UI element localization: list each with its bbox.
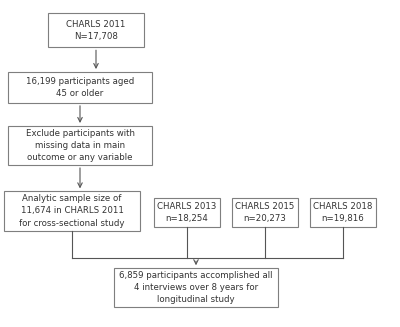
Text: 16,199 participants aged
45 or older: 16,199 participants aged 45 or older: [26, 77, 134, 98]
Text: CHARLS 2018
n=19,816: CHARLS 2018 n=19,816: [313, 202, 373, 223]
FancyBboxPatch shape: [114, 268, 278, 307]
Text: CHARLS 2013
n=18,254: CHARLS 2013 n=18,254: [157, 202, 217, 223]
FancyBboxPatch shape: [4, 191, 140, 231]
Text: 6,859 participants accomplished all
4 interviews over 8 years for
longitudinal s: 6,859 participants accomplished all 4 in…: [119, 271, 273, 304]
FancyBboxPatch shape: [48, 13, 144, 47]
FancyBboxPatch shape: [310, 198, 376, 227]
FancyBboxPatch shape: [8, 72, 152, 103]
FancyBboxPatch shape: [232, 198, 298, 227]
Text: Exclude participants with
missing data in main
outcome or any variable: Exclude participants with missing data i…: [26, 129, 134, 162]
FancyBboxPatch shape: [154, 198, 220, 227]
Text: CHARLS 2011
N=17,708: CHARLS 2011 N=17,708: [66, 20, 126, 41]
Text: Analytic sample size of
11,674 in CHARLS 2011
for cross-sectional study: Analytic sample size of 11,674 in CHARLS…: [19, 194, 125, 228]
FancyBboxPatch shape: [8, 126, 152, 165]
Text: CHARLS 2015
n=20,273: CHARLS 2015 n=20,273: [235, 202, 295, 223]
